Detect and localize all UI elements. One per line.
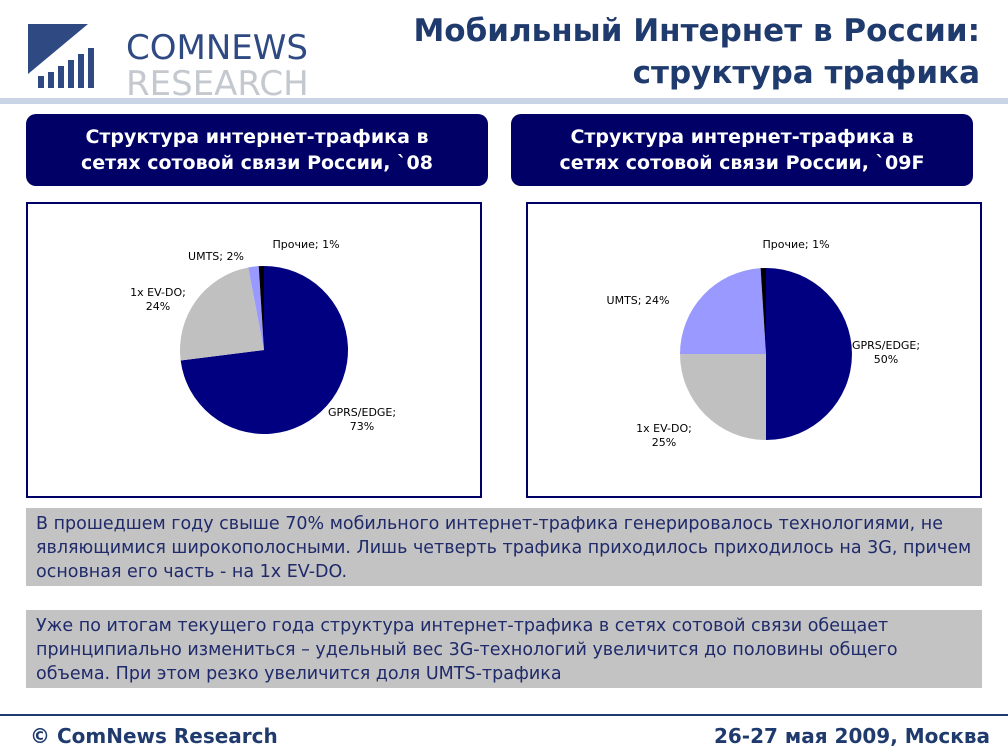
logo-text-research: RESEARCH [126, 64, 309, 104]
slice-label: UMTS; 24% [607, 294, 670, 307]
header-divider [0, 98, 1008, 104]
slice-percent-label: 25% [652, 436, 676, 449]
pie-slice [180, 266, 349, 434]
slice-label: Прочие; 1% [272, 238, 339, 251]
pie-slice [766, 268, 852, 440]
chart-header-2009-text: Структура интернет-трафика в сетях сотов… [559, 126, 925, 174]
footer-copyright: © ComNews Research [30, 724, 278, 748]
pie-slice [258, 266, 264, 350]
pie-slice [760, 268, 766, 354]
slice-percent-label: 24% [146, 300, 170, 313]
slice-label: GPRS/EDGE; [852, 339, 920, 352]
slice-label: 1x EV-DO; [130, 286, 186, 299]
pie-chart-2008: GPRS/EDGE; 73% 1x EV-DO; 24% UMTS; 2% Прочие;… [26, 202, 482, 498]
footer-divider [0, 714, 1008, 716]
chart-header-2008: Структура интернет-трафика в сетях сотов… [26, 114, 488, 186]
note-2009: Уже по итогам текущего года структура ин… [26, 610, 982, 688]
logo-mark-icon [28, 24, 94, 88]
footer-date-location: 26-27 мая 2009, Москва [713, 724, 990, 748]
logo-text-comnews: COMNEWS [126, 28, 308, 68]
slice-label: UMTS; 2% [188, 250, 244, 263]
pie-slice [680, 354, 766, 440]
pie-chart-2009: GPRS/EDGE; 50% 1x EV-DO; 25% UMTS; 24% Прочие… [526, 202, 982, 498]
slice-percent-label: 50% [874, 353, 898, 366]
slice-percent-label: 73% [350, 420, 374, 433]
pie-slice [248, 266, 264, 350]
slice-label: GPRS/EDGE; [328, 406, 396, 419]
page-title: Мобильный Интернет в России: структура т… [413, 13, 980, 91]
chart-header-2009: Структура интернет-трафика в сетях сотов… [511, 114, 973, 186]
pie-svg-2009: GPRS/EDGE;50% 1x EV-DO;25% UMTS; 24% Прочие… [607, 238, 921, 449]
slice-label: Прочие; 1% [762, 238, 829, 251]
note-2008: В прошедшем году свыше 70% мобильного ин… [26, 508, 982, 586]
chart-header-2008-text: Структура интернет-трафика в сетях сотов… [81, 126, 433, 174]
slice-label: 1x EV-DO; [636, 422, 692, 435]
pie-slice [180, 267, 264, 361]
comnews-logo: COMNEWS RESEARCH [28, 14, 309, 102]
pie-slice [680, 268, 766, 354]
pie-svg-2008: GPRS/EDGE;73% 1x EV-DO;24% UMTS; 2% Прочие;… [130, 238, 396, 434]
